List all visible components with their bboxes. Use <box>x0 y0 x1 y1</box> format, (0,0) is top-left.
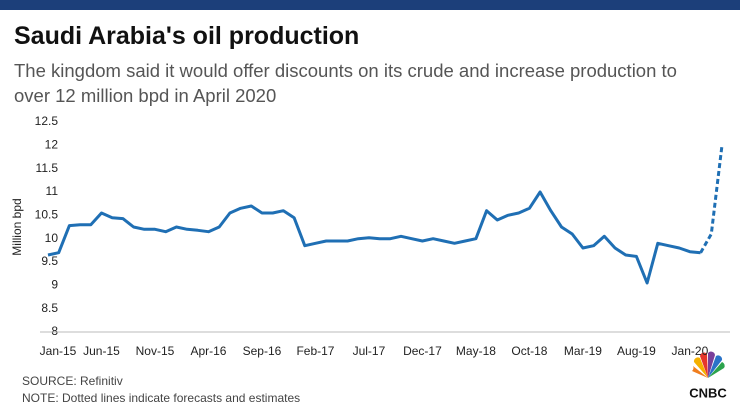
line-series <box>47 190 701 285</box>
x-tick-label: Oct-18 <box>511 344 547 358</box>
x-tick-label: Aug-19 <box>617 344 656 358</box>
y-tick-label: 11 <box>46 184 59 198</box>
logo-text: CNBC <box>689 385 727 400</box>
x-tick-label: Sep-16 <box>243 344 282 358</box>
cnbc-logo: CNBC <box>689 351 727 400</box>
x-tick-label: Apr-16 <box>190 344 226 358</box>
chart-title: Saudi Arabia's oil production <box>14 22 360 50</box>
y-tick-label: 9.5 <box>41 254 58 268</box>
source: SOURCE: Refinitiv <box>22 374 123 388</box>
y-tick-label: 10.5 <box>35 208 59 222</box>
x-tick-label: Nov-15 <box>136 344 175 358</box>
y-tick-label: 8 <box>51 324 58 338</box>
x-tick-label: Mar-19 <box>564 344 602 358</box>
x-tick-label: Dec-17 <box>403 344 442 358</box>
x-tick-label: Jan-20 <box>672 344 709 358</box>
x-tick-label: May-18 <box>456 344 496 358</box>
y-tick-label: 11.5 <box>36 161 59 175</box>
chart-subtitle: The kingdom said it would offer discount… <box>14 60 677 106</box>
y-tick-label: 12 <box>45 138 59 152</box>
line-series <box>699 145 724 254</box>
x-tick-label: Jan-15 <box>40 344 77 358</box>
y-tick-label: 12.5 <box>35 114 59 128</box>
x-tick-label: Jul-17 <box>353 344 386 358</box>
y-tick-label: 9 <box>51 278 58 292</box>
x-tick-label: Jun-15 <box>83 344 120 358</box>
x-tick-label: Feb-17 <box>296 344 334 358</box>
y-axis-label: Million bpd <box>10 198 24 255</box>
y-tick-label: 8.5 <box>41 301 58 315</box>
top-bar <box>0 0 740 10</box>
y-tick-label: 10 <box>45 231 59 245</box>
note: NOTE: Dotted lines indicate forecasts an… <box>22 391 301 405</box>
